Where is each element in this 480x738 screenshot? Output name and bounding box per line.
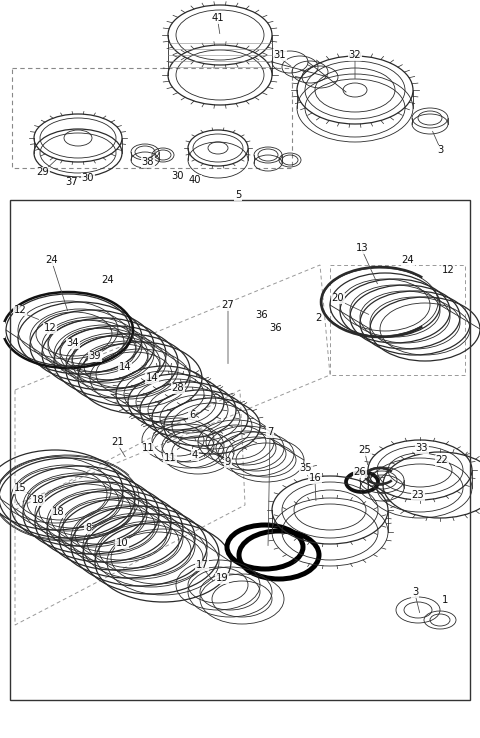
Text: 5: 5 <box>235 190 241 200</box>
Text: 12: 12 <box>44 323 56 333</box>
Text: 25: 25 <box>359 445 372 455</box>
Text: 38: 38 <box>142 157 154 167</box>
Text: 32: 32 <box>348 50 361 60</box>
Text: 34: 34 <box>67 338 79 348</box>
Text: 30: 30 <box>82 173 94 183</box>
Text: 1: 1 <box>442 595 448 605</box>
Bar <box>10 200 470 700</box>
Text: 19: 19 <box>216 573 228 583</box>
Text: 6: 6 <box>189 410 195 420</box>
Text: 4: 4 <box>192 450 198 460</box>
Text: 12: 12 <box>442 265 455 275</box>
Text: 31: 31 <box>274 50 286 60</box>
Text: 22: 22 <box>436 455 448 465</box>
Text: 41: 41 <box>212 13 224 23</box>
Text: 14: 14 <box>146 373 158 383</box>
Text: 11: 11 <box>142 443 155 453</box>
Text: 40: 40 <box>189 175 201 185</box>
Text: 24: 24 <box>102 275 114 285</box>
Text: 8: 8 <box>85 523 91 533</box>
Text: 18: 18 <box>32 495 44 505</box>
Text: 36: 36 <box>270 323 282 333</box>
Text: 39: 39 <box>89 351 101 361</box>
Text: 3: 3 <box>437 145 443 155</box>
Text: 3: 3 <box>412 587 418 597</box>
Text: 12: 12 <box>13 305 26 315</box>
Text: 17: 17 <box>196 560 208 570</box>
Text: 2: 2 <box>315 313 321 323</box>
Text: 14: 14 <box>119 362 132 372</box>
Text: 21: 21 <box>112 437 124 447</box>
Text: 36: 36 <box>256 310 268 320</box>
Text: 15: 15 <box>13 483 26 493</box>
Text: 28: 28 <box>172 383 184 393</box>
Text: 26: 26 <box>354 467 366 477</box>
Text: 37: 37 <box>66 177 78 187</box>
Text: 35: 35 <box>300 463 312 473</box>
Text: 20: 20 <box>332 293 344 303</box>
Text: 27: 27 <box>222 300 234 310</box>
Text: 18: 18 <box>52 507 64 517</box>
Text: 33: 33 <box>416 443 428 453</box>
Text: 13: 13 <box>356 243 368 253</box>
Text: 30: 30 <box>172 171 184 181</box>
Text: 29: 29 <box>36 167 49 177</box>
Text: 24: 24 <box>402 255 414 265</box>
Text: 7: 7 <box>267 427 273 437</box>
Text: 16: 16 <box>309 473 322 483</box>
Text: 11: 11 <box>164 453 176 463</box>
Text: 9: 9 <box>225 457 231 467</box>
Text: 10: 10 <box>116 538 128 548</box>
Text: 24: 24 <box>46 255 58 265</box>
Text: 23: 23 <box>412 490 424 500</box>
